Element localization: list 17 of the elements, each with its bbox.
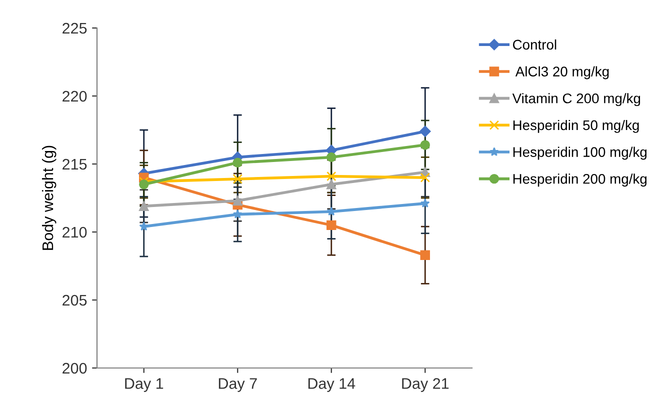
y-tick-label: 215 [62,158,87,170]
x-tick-label: Day 1 [125,378,164,392]
x-tick-label: Day 14 [308,378,356,392]
y-tick-label: 210 [62,226,87,238]
x-tick-label: Day 7 [218,378,257,392]
legend-label: AlCl3 20 mg/kg [515,66,609,80]
y-tick-label: 200 [62,362,87,374]
legend-label: Hesperidin 200 mg/kg [513,174,646,187]
legend-label: Hesperidin 100 mg/kg [513,146,646,160]
y-axis-title: Body weight (g) [42,146,56,250]
y-tick-label: 220 [62,90,87,102]
legend-label: Vitamin C 200 mg/kg [512,93,640,106]
x-tick-label: Day 21 [402,378,449,392]
legend-label: Control [512,39,556,50]
y-tick-label: 225 [62,22,87,34]
legend-label: Hesperidin 50 mg/kg [513,120,639,133]
y-tick-label: 205 [62,294,87,306]
